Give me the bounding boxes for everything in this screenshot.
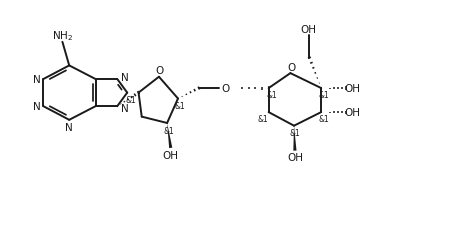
Text: &1: &1 [319,91,329,99]
Text: OH: OH [287,152,303,162]
Text: OH: OH [163,150,179,160]
Text: &1: &1 [175,102,185,111]
Text: N: N [121,104,128,114]
Text: &1: &1 [289,128,300,137]
Text: OH: OH [301,25,317,35]
Text: &1: &1 [267,91,278,99]
Text: N: N [33,102,41,112]
Text: O: O [287,62,296,72]
Text: OH: OH [345,84,361,94]
Polygon shape [293,126,296,151]
Text: O: O [221,84,229,94]
Text: O: O [155,66,163,76]
Text: N: N [121,73,128,83]
Text: N: N [65,123,73,133]
Text: &1: &1 [126,96,137,104]
Text: &1: &1 [319,114,329,123]
Text: &1: &1 [164,126,174,135]
Text: NH$_2$: NH$_2$ [52,30,73,43]
Text: OH: OH [345,108,361,118]
Text: &1: &1 [258,114,269,123]
Text: N: N [33,75,41,85]
Polygon shape [167,123,172,148]
